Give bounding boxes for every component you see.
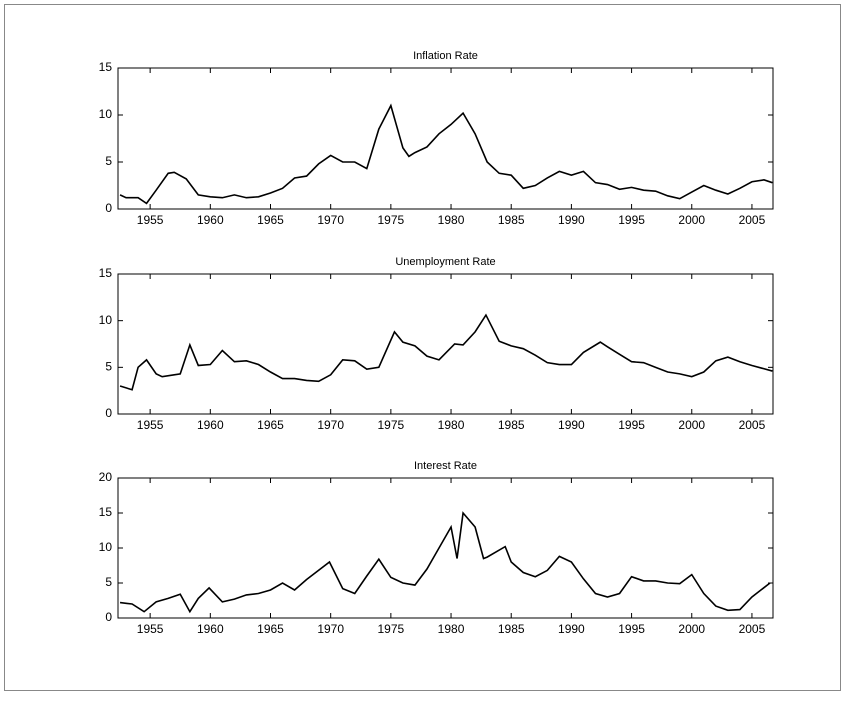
x-tick-label: 1985 (498, 622, 525, 636)
x-tick-label: 1980 (438, 622, 465, 636)
x-tick-label: 1960 (197, 622, 224, 636)
x-tick-label: 1990 (558, 418, 585, 432)
x-tick-label: 1975 (378, 213, 405, 227)
x-tick-label: 1995 (618, 418, 645, 432)
y-tick-label: 5 (105, 360, 112, 374)
x-tick-label: 2005 (739, 622, 766, 636)
y-tick-label: 5 (105, 154, 112, 168)
chart-title: Inflation Rate (413, 50, 478, 62)
x-tick-label: 1985 (498, 213, 525, 227)
plot-area (117, 67, 774, 210)
x-tick-label: 1975 (378, 622, 405, 636)
x-tick-label: 1995 (618, 213, 645, 227)
x-tick-label: 1960 (197, 213, 224, 227)
x-tick-label: 1970 (317, 418, 344, 432)
data-line (119, 103, 773, 205)
x-tick-label: 2005 (739, 418, 766, 432)
x-tick-label: 1980 (438, 418, 465, 432)
x-tick-label: 1955 (137, 213, 164, 227)
y-tick-label: 20 (99, 470, 113, 484)
data-line (119, 313, 773, 391)
y-tick-label: 15 (99, 60, 113, 74)
x-tick-label: 1980 (438, 213, 465, 227)
y-tick-label: 5 (105, 575, 112, 589)
x-tick-label: 2000 (678, 213, 705, 227)
x-tick-label: 1955 (137, 622, 164, 636)
x-tick-label: 2005 (739, 213, 766, 227)
x-tick-label: 1965 (257, 418, 284, 432)
x-tick-label: 1990 (558, 213, 585, 227)
y-tick-label: 10 (99, 107, 113, 121)
x-tick-label: 2000 (678, 418, 705, 432)
data-line (119, 511, 771, 614)
y-tick-label: 15 (99, 266, 113, 280)
x-tick-label: 1970 (317, 213, 344, 227)
y-tick-label: 10 (99, 540, 113, 554)
x-tick-label: 1965 (257, 622, 284, 636)
x-tick-label: 2000 (678, 622, 705, 636)
plot-area (117, 273, 774, 415)
x-tick-label: 1975 (378, 418, 405, 432)
x-tick-label: 1970 (317, 622, 344, 636)
x-tick-label: 1985 (498, 418, 525, 432)
x-tick-label: 1965 (257, 213, 284, 227)
y-tick-label: 0 (105, 201, 112, 215)
chart-title: Unemployment Rate (395, 256, 495, 268)
chart-title: Interest Rate (414, 460, 477, 472)
x-tick-label: 1955 (137, 418, 164, 432)
y-tick-label: 0 (105, 610, 112, 624)
x-tick-label: 1960 (197, 418, 224, 432)
x-tick-label: 1990 (558, 622, 585, 636)
plot-area (117, 477, 774, 619)
y-tick-label: 10 (99, 313, 113, 327)
x-tick-label: 1995 (618, 622, 645, 636)
y-tick-label: 15 (99, 505, 113, 519)
y-tick-label: 0 (105, 406, 112, 420)
